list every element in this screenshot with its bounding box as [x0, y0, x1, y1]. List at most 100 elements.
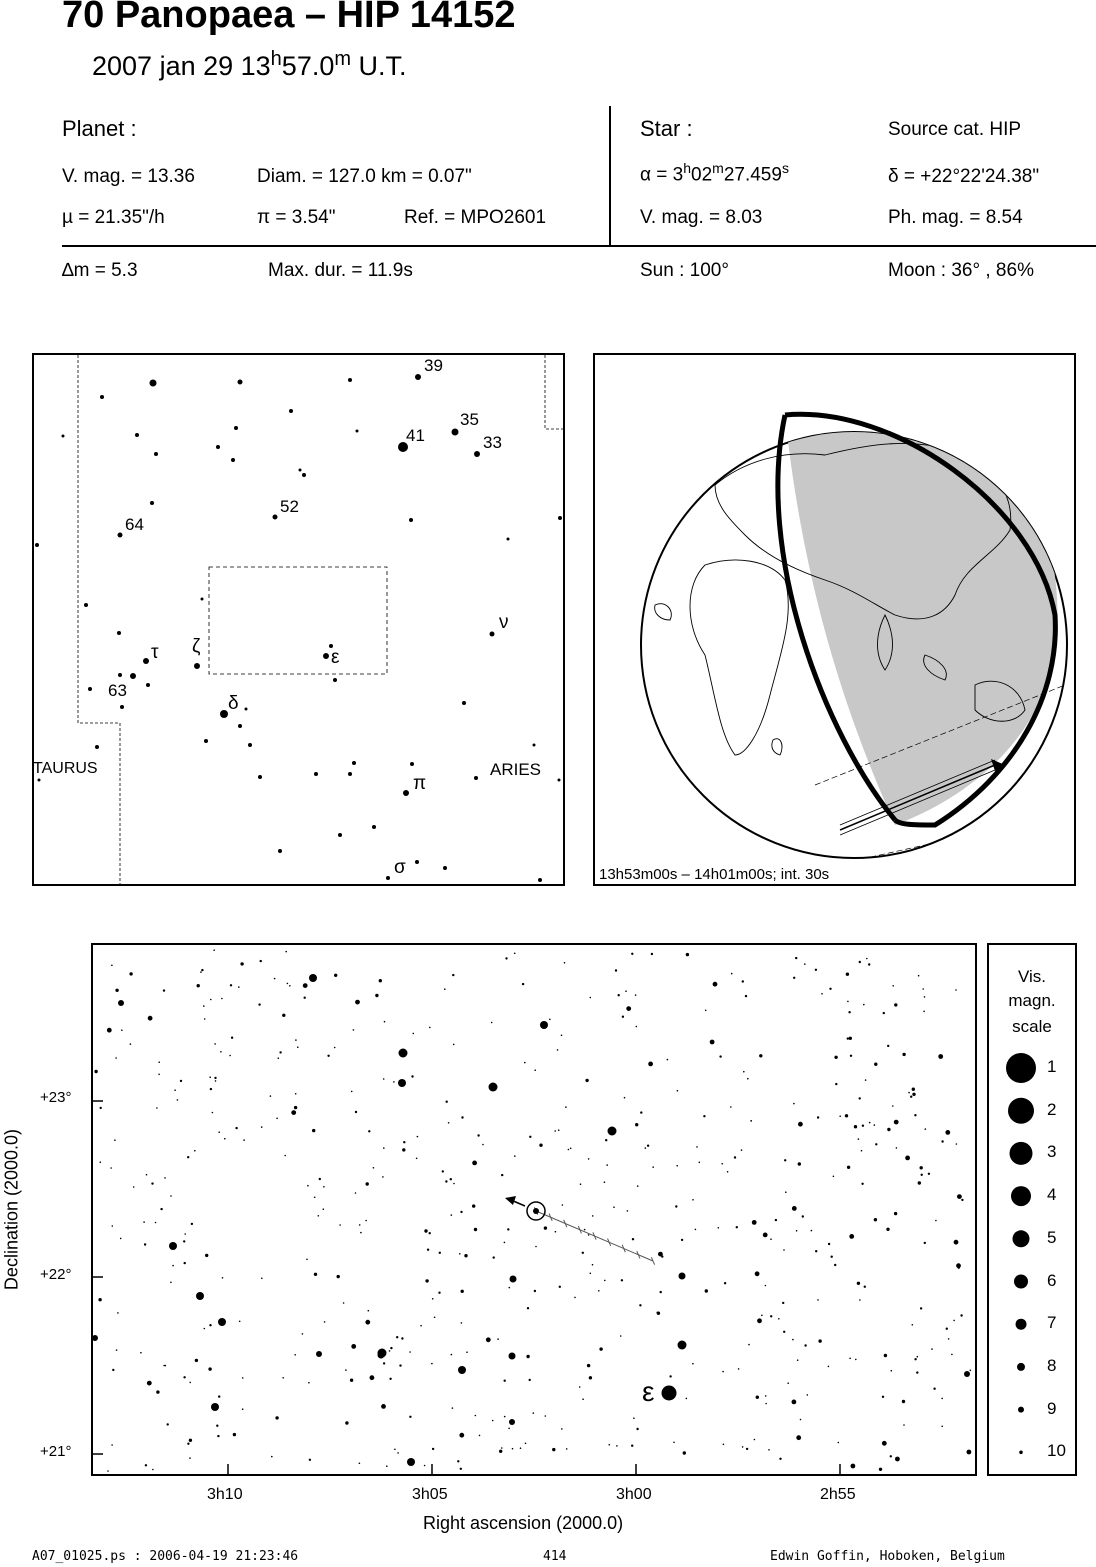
path-time-tick: [650, 1257, 656, 1265]
field-star: [816, 1116, 820, 1119]
field-star: [508, 1286, 511, 1289]
field-star: [762, 1232, 768, 1238]
field-star: [881, 1395, 885, 1398]
field-star: [238, 1320, 241, 1323]
field-star: [560, 1034, 563, 1037]
field-star: [217, 1434, 220, 1438]
globe-caption: 13h53m00s – 14h01m00s; int. 30s: [599, 866, 829, 883]
finder-star: [298, 468, 302, 472]
field-star: [524, 1442, 527, 1445]
bright-star: [196, 1292, 204, 1300]
planet-diam: Diam. = 127.0 km = 0.07": [257, 166, 472, 187]
field-star: [170, 1195, 172, 1197]
field-star: [327, 1054, 330, 1057]
field-star: [785, 1191, 787, 1193]
field-star: [730, 972, 733, 975]
info-divider: [609, 106, 611, 246]
field-star: [847, 1000, 849, 1003]
field-star: [459, 1253, 461, 1255]
field-star: [875, 1143, 878, 1146]
finder-star: [100, 395, 104, 399]
star-label-nu: ν: [499, 612, 509, 633]
field-star: [382, 1078, 385, 1080]
field-star: [799, 1418, 802, 1421]
field-star: [910, 1095, 913, 1098]
field-star: [623, 1096, 626, 1099]
field-star: [209, 1324, 212, 1327]
field-star: [411, 1075, 414, 1078]
finder-star: [338, 833, 342, 837]
field-star: [955, 1143, 958, 1145]
field-star: [532, 1412, 535, 1414]
field-star: [98, 1298, 102, 1302]
field-star: [827, 1242, 831, 1246]
detail-chart: ε: [91, 943, 977, 1476]
max-duration: Max. dur. = 11.9s: [268, 260, 413, 281]
finder-star: [234, 426, 238, 430]
field-star: [151, 1182, 154, 1185]
finder-star: [409, 518, 413, 522]
field-star: [894, 1003, 898, 1007]
finder-star: [329, 644, 333, 648]
field-star: [587, 1158, 590, 1160]
field-star: [302, 983, 308, 988]
field-star: [834, 1263, 837, 1267]
scale-dot-9: [1018, 1406, 1024, 1413]
field-star: [94, 1069, 98, 1074]
target-star: [533, 1208, 539, 1214]
field-star: [143, 1221, 145, 1223]
path-time-tick: [636, 1250, 641, 1259]
field-star: [722, 1370, 724, 1373]
field-star: [704, 1289, 708, 1293]
field-star: [303, 996, 306, 999]
field-star: [460, 1210, 463, 1214]
bright-star: [309, 974, 317, 982]
field-star: [336, 1274, 340, 1279]
field-star: [258, 1003, 261, 1006]
scale-dot-2: [1008, 1097, 1034, 1124]
field-star: [466, 1351, 468, 1353]
field-star: [911, 1087, 915, 1091]
field-star: [569, 1147, 572, 1150]
field-star: [585, 1078, 589, 1083]
field-star: [345, 1421, 349, 1425]
field-star: [644, 1147, 647, 1149]
field-star: [190, 1222, 194, 1226]
field-star: [673, 1441, 675, 1444]
field-star: [846, 1037, 849, 1040]
x-axis-label: Right ascension (2000.0): [423, 1513, 624, 1533]
field-star: [416, 1135, 419, 1138]
bright-star: [458, 1366, 466, 1374]
finder-star: [348, 378, 352, 382]
field-star: [460, 1289, 464, 1293]
finder-star: [355, 429, 359, 433]
field-star: [460, 1322, 463, 1324]
field-star: [485, 1337, 491, 1343]
bright-star: [661, 1385, 677, 1401]
field-star: [709, 1039, 715, 1045]
field-star: [452, 973, 455, 977]
field-star: [733, 1156, 737, 1159]
field-star: [796, 1435, 802, 1441]
field-star: [730, 1106, 732, 1108]
field-star: [652, 1166, 654, 1168]
field-star: [203, 1005, 205, 1007]
field-star: [286, 982, 289, 985]
info-hrule: [62, 245, 1096, 247]
field-star: [429, 1026, 431, 1029]
field-star: [372, 1167, 375, 1169]
path-time-tick: [577, 1225, 582, 1234]
field-star: [565, 1448, 568, 1450]
finder-star: [118, 673, 122, 677]
field-star: [927, 1172, 931, 1175]
star-delta: δ = +22°22'24.38": [888, 166, 1040, 187]
field-star: [549, 1018, 551, 1021]
bright-star: [540, 1021, 548, 1029]
field-star: [953, 1239, 959, 1245]
field-star: [774, 1218, 778, 1222]
field-star: [333, 1046, 336, 1049]
field-star: [855, 1358, 857, 1361]
field-star: [864, 1079, 867, 1081]
field-star: [294, 1354, 296, 1356]
field-star: [917, 974, 920, 977]
